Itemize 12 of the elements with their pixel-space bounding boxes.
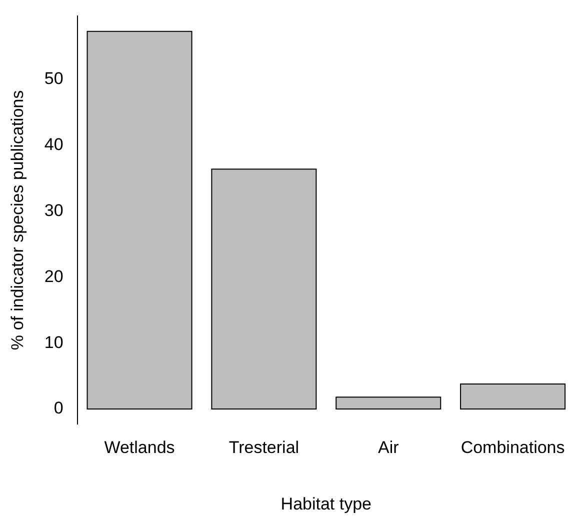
y-tick-label: 0	[54, 398, 64, 418]
y-tick-label: 20	[44, 266, 64, 286]
y-axis-title: % of indicator species publications	[8, 90, 27, 350]
x-tick-label: Combinations	[460, 438, 565, 458]
x-tick-label: Air	[378, 438, 400, 458]
y-tick-label: 40	[44, 135, 64, 154]
y-tick-label: 30	[44, 200, 64, 220]
y-tick-label: 50	[44, 69, 64, 88]
x-tick-label: Wetlands	[104, 438, 175, 458]
y-tick-label: 10	[44, 332, 64, 352]
x-tick-label: Tresterial	[228, 438, 300, 458]
x-axis-title: Habitat type	[280, 494, 372, 514]
